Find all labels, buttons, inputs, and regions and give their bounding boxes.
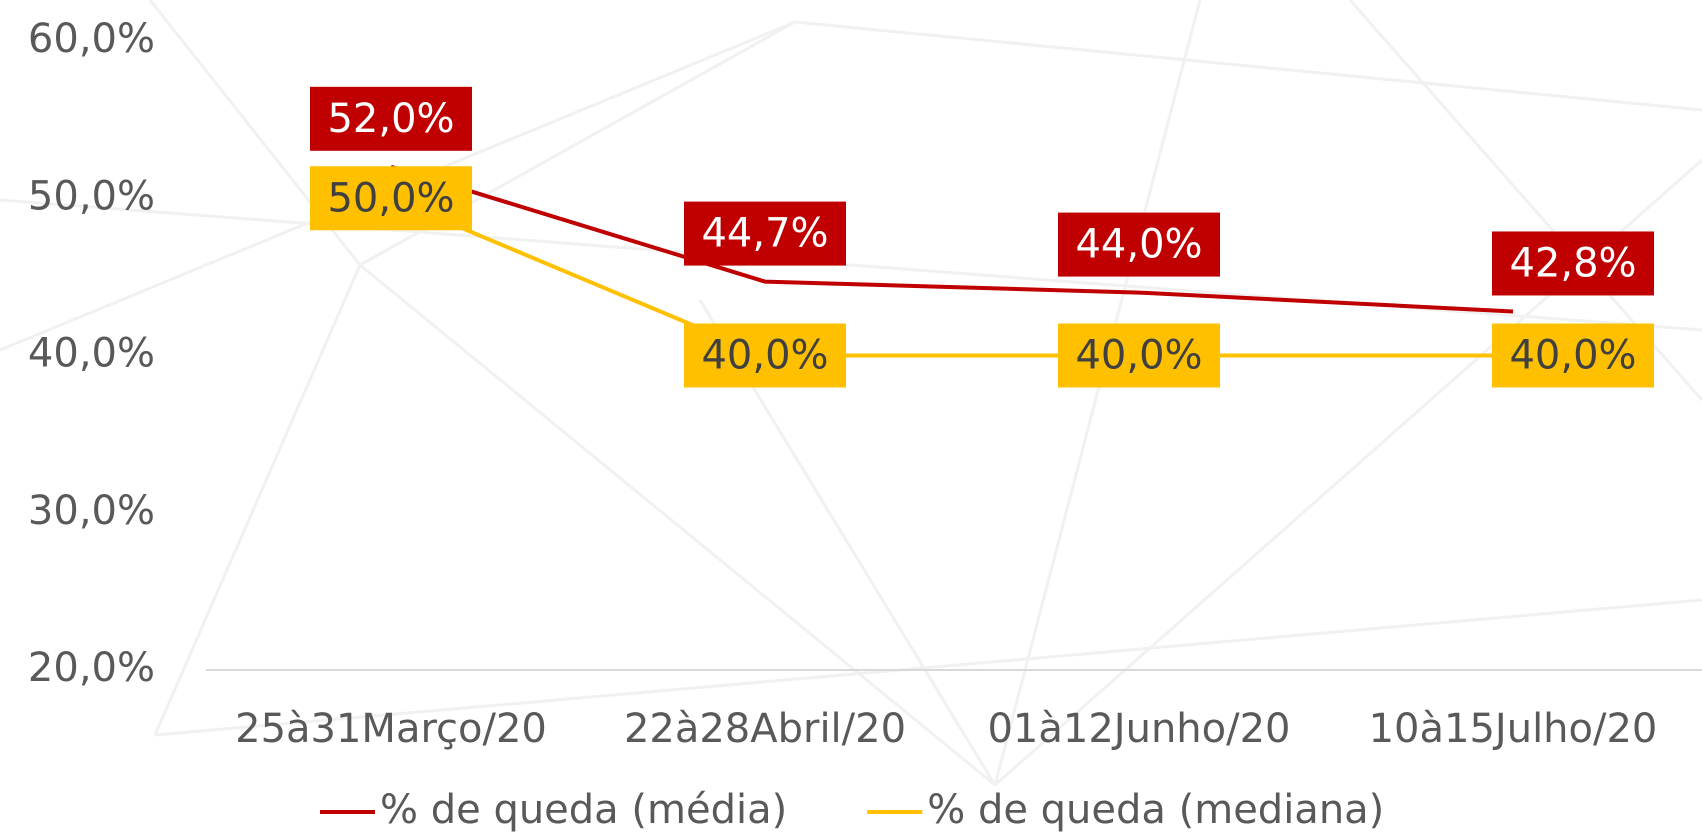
x-tick-label: 22à28Abril/20: [624, 706, 906, 752]
data-label-box: [1058, 212, 1220, 277]
x-tick-label: 01à12Junho/20: [987, 706, 1290, 752]
data-label: 52,0%: [327, 96, 454, 142]
data-label: 42,8%: [1509, 240, 1636, 286]
data-label-box: [1058, 323, 1220, 388]
line-series: [390, 196, 1513, 358]
legend-label: % de queda (média): [380, 787, 787, 833]
y-tick-label: 30,0%: [28, 488, 155, 534]
data-label: 40,0%: [1075, 333, 1202, 379]
y-tick-label: 20,0%: [28, 645, 155, 691]
data-label: 44,0%: [1075, 222, 1202, 268]
y-tick-label: 50,0%: [28, 173, 155, 219]
legend-label: % de queda (mediana): [927, 787, 1384, 833]
data-label-box: [684, 323, 846, 388]
background-network: [0, 0, 1702, 787]
data-label-box: [310, 86, 472, 151]
line-series: [390, 164, 1514, 314]
x-tick-label: 25à31Março/20: [235, 706, 547, 752]
data-label: 40,0%: [1509, 333, 1636, 379]
data-label: 44,7%: [701, 211, 828, 257]
y-tick-label: 40,0%: [28, 331, 155, 377]
data-label-box: [1492, 323, 1654, 388]
data-label-box: [1492, 231, 1654, 296]
data-label-box: [684, 201, 846, 266]
data-label: 40,0%: [701, 333, 828, 379]
y-tick-label: 60,0%: [28, 16, 155, 62]
data-label-box: [310, 166, 472, 231]
x-tick-label: 10à15Julho/20: [1369, 706, 1658, 752]
data-label: 50,0%: [327, 175, 454, 221]
